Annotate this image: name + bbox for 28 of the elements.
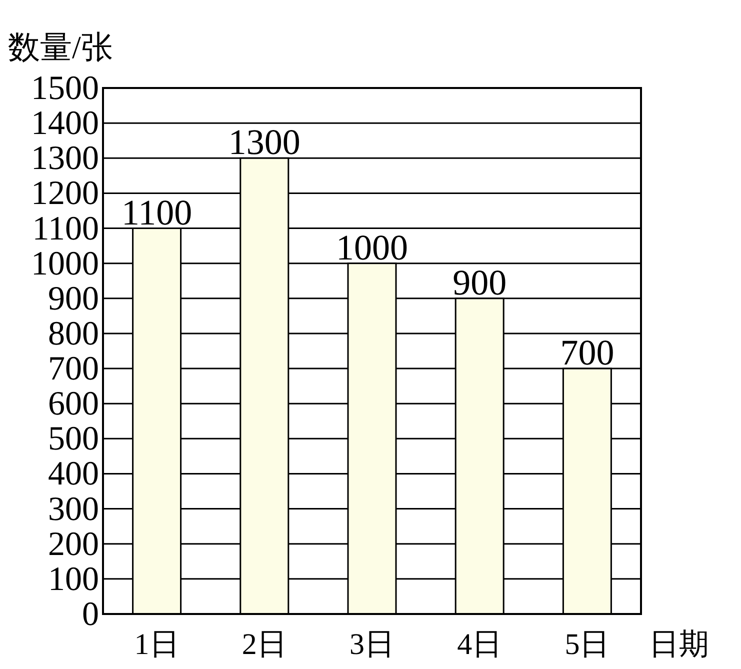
y-tick-label: 1100: [32, 210, 99, 248]
y-tick-label: 0: [82, 596, 99, 633]
y-tick-label: 100: [48, 560, 99, 598]
y-tick-label: 800: [48, 315, 99, 352]
x-tick-label: 3日: [350, 628, 394, 661]
y-axis-title: 数量/张: [8, 29, 113, 65]
y-tick-label: 500: [48, 420, 99, 458]
y-tick-label: 1200: [31, 175, 99, 212]
x-tick-label: 2日: [242, 628, 287, 661]
y-tick-label: 1400: [31, 105, 99, 142]
data-label: 1100: [121, 192, 192, 232]
y-tick-label: 600: [48, 386, 99, 423]
y-tick-label: 200: [48, 526, 99, 563]
y-tick-label: 300: [48, 490, 99, 528]
y-tick-label: 1000: [31, 245, 99, 282]
x-tick-label: 5日: [564, 628, 610, 661]
data-label: 700: [560, 332, 614, 373]
data-label: 900: [452, 262, 507, 302]
y-tick-label: 900: [48, 280, 99, 318]
y-tick-label: 400: [48, 456, 99, 493]
x-axis-title: 日期: [649, 628, 709, 661]
y-tick-label: 1300: [31, 140, 99, 178]
data-label: 1300: [228, 122, 300, 162]
y-tick-label: 700: [48, 350, 99, 388]
data-label: 1000: [336, 227, 408, 268]
x-tick-label: 4日: [457, 628, 502, 661]
y-tick-label: 1500: [31, 70, 99, 107]
x-tick-label: 1日: [134, 628, 180, 661]
